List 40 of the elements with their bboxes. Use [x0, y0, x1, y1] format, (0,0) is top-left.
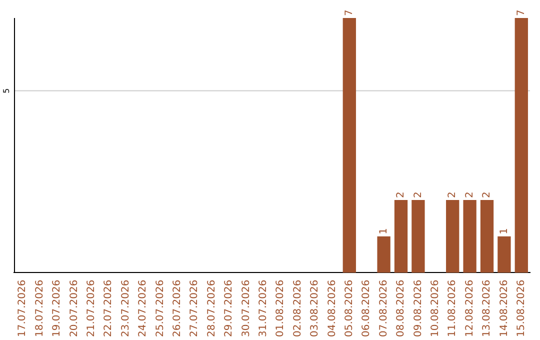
x-tick-label: 23.07.2026 [120, 280, 132, 338]
data-label: 2 [412, 192, 424, 198]
x-tick-label: 25.07.2026 [154, 280, 166, 338]
x-tick-label: 10.08.2026 [430, 280, 441, 338]
data-label: 7 [344, 10, 355, 16]
x-tick-label: 01.08.2026 [275, 280, 286, 338]
x-tick-label: 06.08.2026 [361, 280, 372, 338]
x-tick-label: 21.07.2026 [86, 280, 97, 338]
x-tick-label: 12.08.2026 [464, 280, 476, 338]
x-tick-label: 14.08.2026 [498, 280, 510, 338]
x-tick-label: 22.07.2026 [103, 280, 114, 338]
ref-line-label: 5 [2, 88, 12, 94]
x-tick-label: 09.08.2026 [412, 280, 424, 338]
x-tick-label: 11.08.2026 [447, 280, 458, 338]
x-tick-label: 07.08.2026 [378, 280, 390, 338]
x-tick-label: 04.08.2026 [326, 280, 338, 338]
x-tick-label: 13.08.2026 [482, 280, 493, 338]
x-tick-label: 03.08.2026 [310, 280, 321, 338]
x-tick-label: 18.07.2026 [34, 280, 46, 338]
x-tick-label: 31.07.2026 [258, 280, 269, 338]
data-label: 2 [464, 192, 476, 198]
data-label: 2 [482, 192, 493, 198]
data-label: 2 [447, 192, 458, 198]
x-tick-label: 26.07.2026 [172, 280, 183, 338]
x-tick-label: 27.07.2026 [189, 280, 200, 338]
x-tick-label: 15.08.2026 [516, 280, 527, 338]
x-tick-label: 30.07.2026 [240, 280, 252, 338]
x-tick-label: 20.07.2026 [68, 280, 80, 338]
data-label: 7 [516, 10, 527, 16]
x-tick-label: 17.07.2026 [17, 280, 28, 338]
x-tick-label: 28.07.2026 [206, 280, 218, 338]
x-tick-label: 29.07.2026 [224, 280, 235, 338]
x-tick-label: 02.08.2026 [292, 280, 304, 338]
data-label: 1 [378, 228, 390, 234]
x-tick-label: 05.08.2026 [344, 280, 355, 338]
x-tick-label: 19.07.2026 [52, 280, 63, 338]
data-label: 1 [498, 228, 510, 234]
x-tick-label: 24.07.2026 [138, 280, 149, 338]
data-label: 2 [396, 192, 407, 198]
x-tick-label: 08.08.2026 [396, 280, 407, 338]
